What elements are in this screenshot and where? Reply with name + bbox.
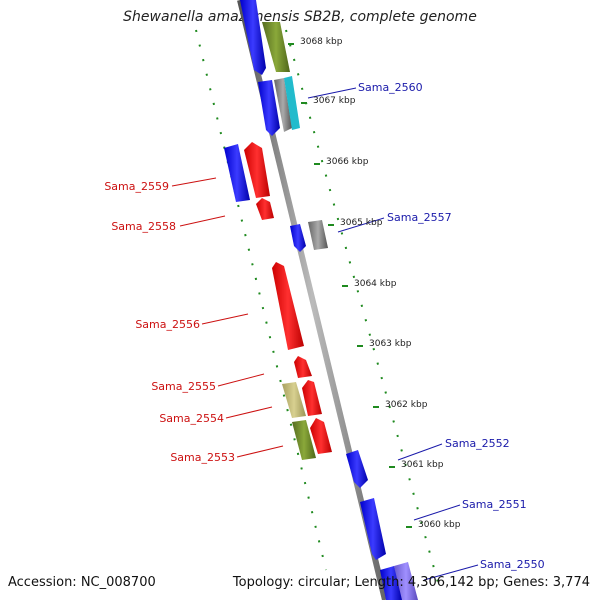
gene-label-minus: Sama_2555 [151,380,216,393]
callout-line-minus [171,177,217,187]
gene-label-minus: Sama_2556 [135,318,200,331]
gene-label-minus: Sama_2554 [159,412,224,425]
gene-label-plus: Sama_2551 [462,498,527,511]
kbp-tick-label: 3067 kbp [313,96,356,106]
gene-blue-3 [290,224,306,252]
gene-red-2556 [272,262,304,350]
callout-line-plus [397,443,443,461]
gene-label-minus: Sama_2558 [111,220,176,233]
map-title: Shewanella amazonensis SB2B, complete ge… [123,9,477,25]
gene-label-plus: Sama_2560 [358,81,423,94]
gene-label-plus: Sama_2552 [445,437,510,450]
callout-line-minus [236,445,284,458]
gene-blue-5 [360,498,386,560]
gene-blue-4 [346,450,368,488]
callout-line-plus [413,504,461,521]
gene-blue-m1 [224,144,250,202]
gene-label-plus: Sama_2557 [387,211,452,224]
gene-red-2554 [302,380,322,416]
gene-gray-3 [308,220,328,250]
kbp-tick-label: 3068 kbp [300,37,343,47]
gene-features [224,0,418,600]
gene-blue-2 [258,80,280,136]
kbp-tick-label: 3064 kbp [354,279,397,289]
kbp-tick-label: 3065 kbp [340,218,383,228]
gene-gray-2 [274,78,292,132]
gene-purple-6 [394,562,418,600]
kbp-tick-label: 3063 kbp [369,339,412,349]
kbp-ticks: 3068 kbp 3067 kbp 3066 kbp 3065 kbp 3064 kbp… [288,37,461,530]
gene-khaki [282,382,306,418]
callout-line-minus [201,313,249,325]
gene-label-plus: Sama_2550 [480,558,545,571]
gene-callouts: Sama_2560 Sama_2557 Sama_2552 Sama_2551 Sama… [104,81,545,581]
callout-line-plus [307,87,357,99]
gene-label-minus: Sama_2553 [170,451,235,464]
kbp-tick-label: 3066 kbp [326,157,369,167]
tick-track-left [195,29,327,571]
gene-red-2559 [244,142,270,198]
accession-text: Accession: NC_008700 [8,575,156,590]
gene-red-2553 [310,418,332,454]
kbp-tick-label: 3061 kbp [401,460,444,470]
gene-olive-top [262,22,290,72]
gene-blue-6 [380,566,402,600]
callout-line-minus [217,373,265,387]
callout-line-minus [179,215,226,227]
callout-line-plus [337,217,385,233]
gene-blue-top [240,0,266,75]
callout-line-minus [225,406,273,419]
kbp-tick-label: 3060 kbp [418,520,461,530]
gene-red-2555 [294,356,312,378]
topology-text: Topology: circular; Length: 4,306,142 bp… [232,575,590,590]
gene-label-minus: Sama_2559 [104,180,169,193]
kbp-tick-label: 3062 kbp [385,400,428,410]
gene-red-2558 [256,198,274,220]
gene-olive-m [292,420,316,460]
callout-line-plus [423,564,479,581]
gene-cyan-2 [284,76,300,130]
